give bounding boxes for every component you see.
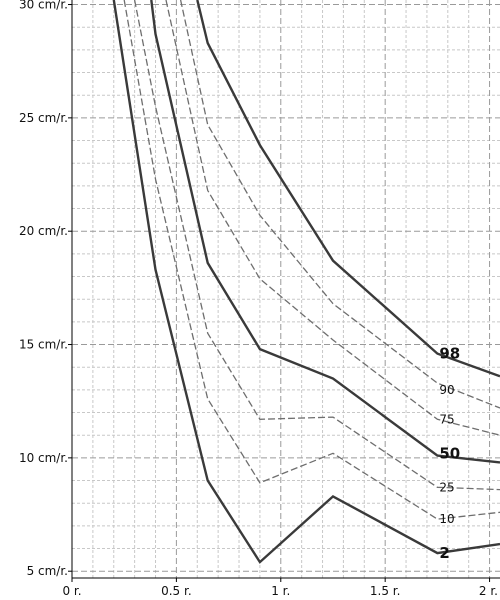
series-line-p98 bbox=[196, 0, 500, 378]
grid bbox=[72, 0, 500, 578]
y-tick-label: 15 cm/r. bbox=[19, 338, 68, 352]
y-tick-label: 10 cm/r. bbox=[19, 451, 68, 465]
x-tick-label: 0.5 r. bbox=[161, 584, 192, 598]
axes: 5 cm/r. 10 cm/r. 15 cm/r. 20 cm/r. 25 cm/r. 3… bbox=[19, 0, 500, 598]
series-lines bbox=[112, 0, 500, 564]
curve-label-p2: 2 bbox=[439, 544, 449, 562]
series-line-p50 bbox=[150, 0, 500, 464]
x-tick-label: 0 r. bbox=[62, 584, 81, 598]
curve-label-p25: 25 bbox=[439, 480, 454, 494]
curve-label-p50: 50 bbox=[439, 444, 460, 462]
curve-label-p90: 90 bbox=[439, 383, 454, 397]
y-tick-label: 30 cm/r. bbox=[19, 0, 68, 12]
curve-label-p75: 75 bbox=[439, 412, 454, 426]
x-tick-label: 2 r. bbox=[479, 584, 498, 598]
series-line-p75 bbox=[165, 0, 500, 436]
y-tick-label: 5 cm/r. bbox=[27, 564, 68, 578]
curve-label-p10: 10 bbox=[439, 512, 454, 526]
series-line-p10 bbox=[123, 0, 500, 520]
curve-label-p98: 98 bbox=[439, 345, 460, 363]
x-tick-label: 1.5 r. bbox=[370, 584, 401, 598]
series-line-p25 bbox=[133, 0, 500, 491]
curve-labels: 98 90 75 50 25 10 2 bbox=[439, 345, 460, 562]
series-line-p2 bbox=[112, 0, 500, 564]
x-tick-label: 1 r. bbox=[271, 584, 290, 598]
series-line-p90 bbox=[179, 0, 500, 409]
y-tick-label: 20 cm/r. bbox=[19, 224, 68, 238]
y-tick-label: 25 cm/r. bbox=[19, 111, 68, 125]
